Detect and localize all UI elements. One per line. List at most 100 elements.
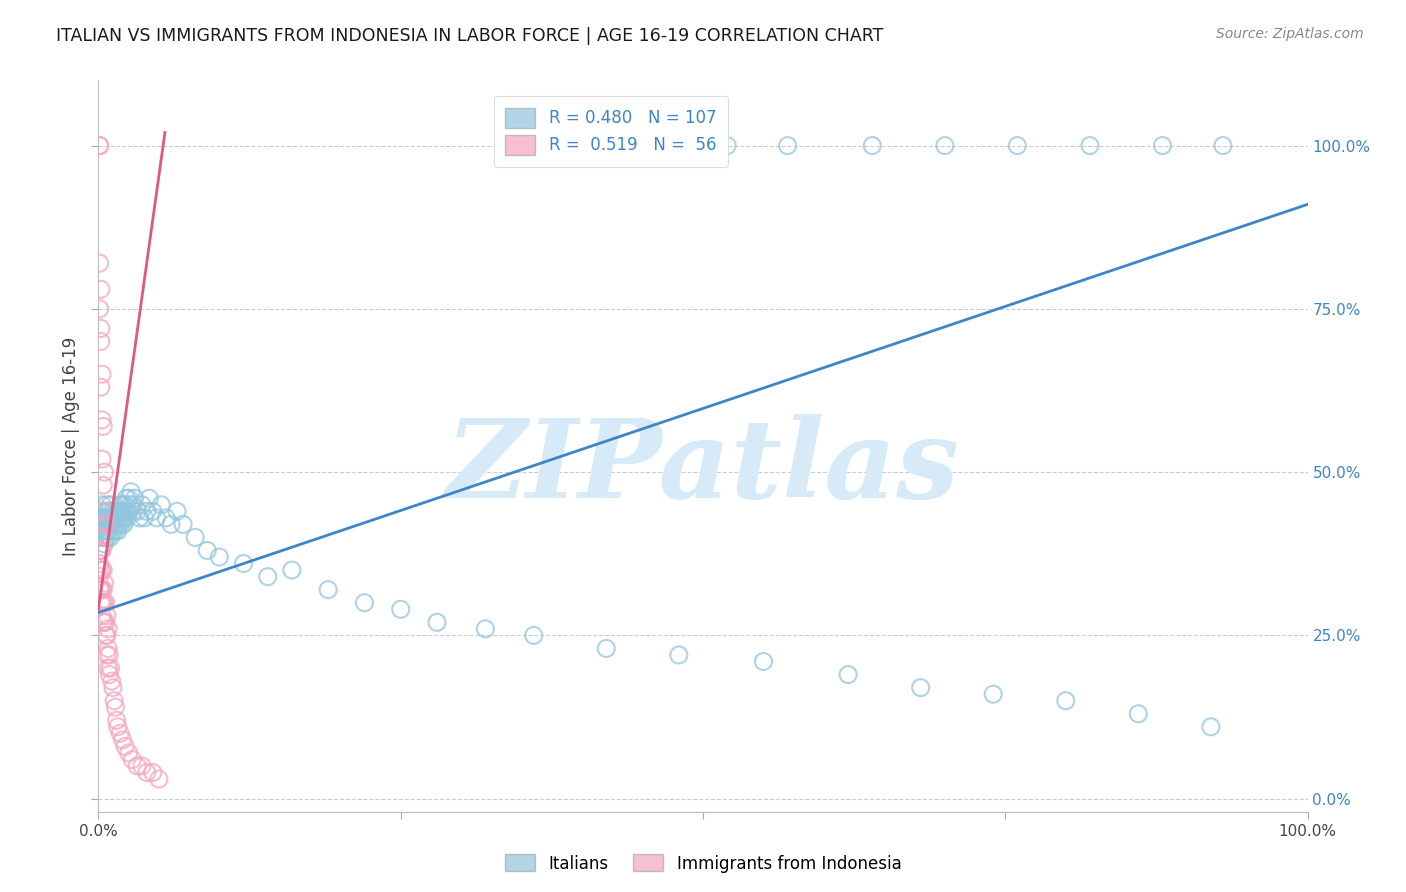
Point — [97, 504, 120, 518]
Point — [96, 608, 118, 623]
Point — [90, 380, 112, 394]
Point — [93, 504, 115, 518]
Point — [90, 530, 112, 544]
Point — [98, 524, 121, 538]
Point — [934, 138, 956, 153]
Point — [90, 543, 112, 558]
Point — [89, 557, 111, 571]
Point — [89, 138, 111, 153]
Point — [90, 321, 112, 335]
Point — [837, 667, 859, 681]
Point — [111, 511, 134, 525]
Point — [97, 530, 120, 544]
Point — [89, 569, 111, 583]
Point — [1054, 694, 1077, 708]
Point — [110, 504, 132, 518]
Point — [100, 504, 122, 518]
Point — [281, 563, 304, 577]
Point — [96, 524, 118, 538]
Point — [91, 582, 114, 597]
Point — [111, 498, 134, 512]
Point — [105, 517, 128, 532]
Point — [389, 602, 412, 616]
Point — [1128, 706, 1150, 721]
Point — [752, 655, 775, 669]
Point — [108, 517, 131, 532]
Point — [90, 582, 112, 597]
Point — [121, 498, 143, 512]
Point — [114, 498, 136, 512]
Point — [910, 681, 932, 695]
Point — [94, 628, 117, 642]
Point — [135, 504, 157, 518]
Point — [118, 491, 141, 506]
Point — [91, 615, 114, 630]
Point — [91, 530, 114, 544]
Point — [93, 524, 115, 538]
Point — [138, 491, 160, 506]
Point — [91, 608, 114, 623]
Point — [91, 367, 114, 381]
Point — [668, 138, 690, 153]
Point — [91, 596, 114, 610]
Point — [105, 504, 128, 518]
Point — [91, 596, 114, 610]
Point — [107, 524, 129, 538]
Text: Source: ZipAtlas.com: Source: ZipAtlas.com — [1216, 27, 1364, 41]
Point — [776, 138, 799, 153]
Point — [93, 537, 115, 551]
Point — [107, 720, 129, 734]
Point — [100, 517, 122, 532]
Point — [90, 596, 112, 610]
Point — [97, 641, 120, 656]
Point — [90, 282, 112, 296]
Point — [93, 576, 115, 591]
Point — [91, 419, 114, 434]
Point — [90, 563, 112, 577]
Point — [111, 732, 134, 747]
Point — [115, 504, 138, 518]
Point — [110, 517, 132, 532]
Point — [142, 504, 165, 518]
Point — [114, 739, 136, 754]
Point — [114, 511, 136, 525]
Point — [101, 511, 124, 525]
Point — [103, 517, 125, 532]
Point — [91, 543, 114, 558]
Point — [1007, 138, 1029, 153]
Point — [172, 517, 194, 532]
Point — [108, 504, 131, 518]
Point — [127, 504, 149, 518]
Point — [90, 511, 112, 525]
Point — [91, 563, 114, 577]
Point — [104, 511, 127, 525]
Point — [100, 511, 122, 525]
Point — [232, 557, 254, 571]
Point — [94, 517, 117, 532]
Point — [121, 752, 143, 766]
Point — [104, 524, 127, 538]
Point — [108, 498, 131, 512]
Y-axis label: In Labor Force | Age 16-19: In Labor Force | Age 16-19 — [62, 336, 80, 556]
Point — [91, 413, 114, 427]
Point — [166, 504, 188, 518]
Point — [91, 563, 114, 577]
Point — [91, 582, 114, 597]
Point — [124, 491, 146, 506]
Point — [91, 517, 114, 532]
Point — [97, 622, 120, 636]
Text: ITALIAN VS IMMIGRANTS FROM INDONESIA IN LABOR FORCE | AGE 16-19 CORRELATION CHAR: ITALIAN VS IMMIGRANTS FROM INDONESIA IN … — [56, 27, 883, 45]
Point — [115, 491, 138, 506]
Point — [90, 530, 112, 544]
Point — [90, 334, 112, 349]
Point — [89, 543, 111, 558]
Point — [94, 517, 117, 532]
Point — [145, 511, 167, 525]
Point — [523, 628, 546, 642]
Point — [101, 681, 124, 695]
Point — [91, 498, 114, 512]
Point — [128, 511, 150, 525]
Point — [93, 615, 115, 630]
Point — [91, 452, 114, 467]
Point — [96, 498, 118, 512]
